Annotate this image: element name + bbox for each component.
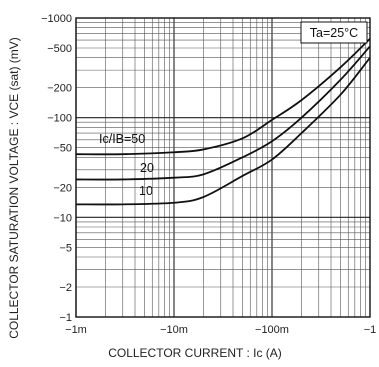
y-tick-label: −2 — [59, 282, 72, 294]
series-label-50: Ic/IB=50 — [99, 132, 145, 146]
y-tick-label: −10 — [53, 212, 72, 224]
y-tick-labels: −1000 −500 −200 −100 −50 −20 −10 −5 −2 −1 — [41, 13, 72, 324]
curves — [75, 38, 371, 206]
condition-box: Ta=25°C — [300, 21, 368, 44]
x-tick-label: −1m — [65, 324, 87, 336]
y-tick-label: −1000 — [41, 13, 72, 25]
y-tick-label: −100 — [47, 113, 72, 125]
y-axis-label: COLLECTOR SATURATION VOLTAGE : VCE (sat)… — [7, 37, 21, 339]
y-tick-label: −50 — [53, 143, 72, 155]
y-tick-label: −200 — [47, 83, 72, 95]
grid — [75, 18, 370, 318]
x-axis-label: COLLECTOR CURRENT : Ic (A) — [108, 346, 282, 360]
series-label-10: 10 — [139, 184, 153, 198]
series-line — [75, 57, 371, 206]
x-tick-label: −10m — [160, 324, 188, 336]
condition-text: Ta=25°C — [310, 26, 358, 40]
y-tick-label: −5 — [59, 242, 72, 254]
series-label-20: 20 — [140, 161, 154, 175]
y-tick-label: −20 — [53, 182, 72, 194]
series-line — [75, 45, 371, 181]
series-line — [75, 38, 371, 156]
plot-frame — [75, 17, 371, 318]
y-tick-label: −1 — [59, 312, 72, 324]
x-tick-labels: −1m −10m −100m −1 — [65, 324, 376, 336]
y-tick-label: −500 — [47, 43, 72, 55]
x-tick-label: −1 — [364, 324, 377, 336]
x-tick-label: −100m — [255, 324, 289, 336]
